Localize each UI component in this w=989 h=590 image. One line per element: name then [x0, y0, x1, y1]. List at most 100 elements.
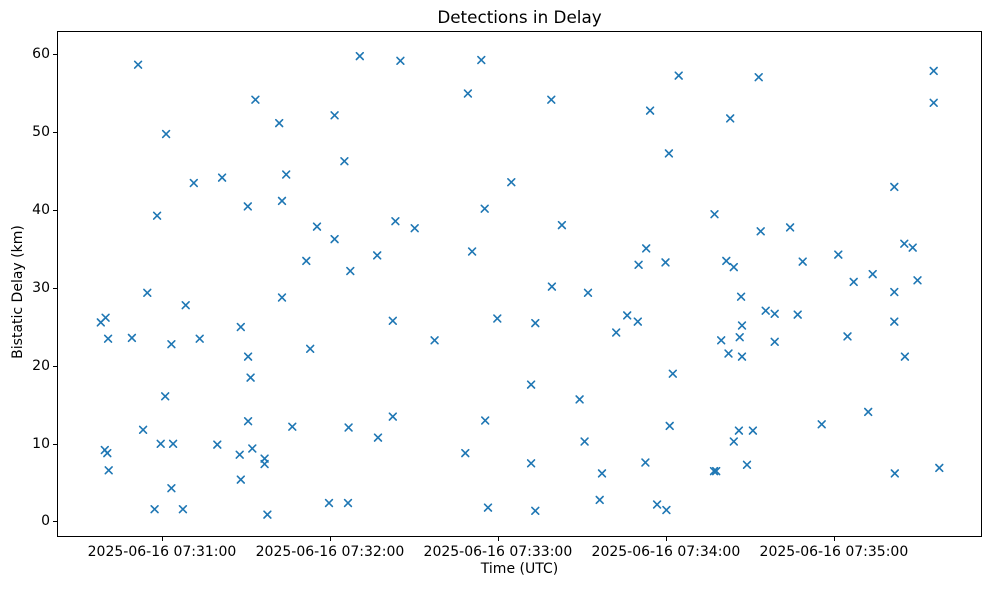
- data-point: [150, 505, 159, 514]
- y-tick-mark: [53, 54, 57, 56]
- data-point: [526, 459, 536, 468]
- data-point: [729, 437, 738, 446]
- data-point: [665, 421, 674, 431]
- data-point: [161, 129, 171, 139]
- data-point: [729, 262, 738, 272]
- data-point: [217, 173, 227, 182]
- data-point: [282, 170, 291, 179]
- x-tick-mark: [833, 537, 835, 541]
- data-point: [388, 412, 397, 421]
- data-point: [168, 439, 178, 448]
- data-point: [388, 316, 397, 325]
- data-point: [373, 251, 382, 260]
- data-point: [595, 495, 604, 505]
- data-point: [483, 503, 493, 512]
- data-point: [633, 317, 642, 326]
- x-tick-label: 2025-06-16 07:33:00: [423, 544, 573, 560]
- data-point: [742, 460, 752, 469]
- data-point: [373, 433, 383, 442]
- data-point: [900, 352, 910, 361]
- y-tick-mark: [53, 521, 57, 523]
- data-point: [410, 224, 419, 233]
- x-tick-label: 2025-06-16 07:34:00: [591, 544, 741, 560]
- data-point: [641, 458, 650, 467]
- data-point: [642, 244, 651, 253]
- data-point: [717, 336, 726, 345]
- data-point: [189, 178, 198, 188]
- x-tick-mark: [497, 537, 499, 541]
- data-point: [652, 500, 662, 509]
- data-point: [167, 340, 176, 349]
- data-point: [908, 243, 917, 252]
- data-point: [127, 333, 137, 343]
- data-point: [288, 422, 297, 431]
- data-point: [277, 196, 287, 206]
- data-point: [430, 336, 439, 345]
- data-point: [480, 204, 489, 213]
- data-point: [133, 60, 143, 69]
- data-point: [248, 444, 257, 453]
- data-point: [724, 349, 733, 358]
- data-point: [96, 318, 105, 327]
- data-point: [235, 450, 244, 459]
- data-point: [391, 217, 400, 226]
- chart-title: Detections in Delay: [437, 7, 602, 27]
- data-point: [864, 407, 873, 417]
- data-point: [674, 71, 683, 80]
- data-point: [104, 466, 113, 475]
- data-point: [330, 234, 339, 244]
- data-point: [547, 95, 556, 104]
- data-point: [161, 392, 170, 401]
- data-point: [785, 223, 795, 232]
- data-point: [900, 239, 909, 248]
- data-point: [507, 178, 516, 187]
- data-point: [246, 373, 255, 382]
- data-point: [340, 157, 349, 166]
- x-tick-mark: [665, 537, 667, 541]
- data-point: [275, 118, 284, 128]
- data-point: [754, 73, 763, 82]
- data-point: [722, 256, 731, 266]
- y-tick-label: 10: [32, 435, 50, 452]
- data-point: [344, 423, 353, 432]
- y-tick-label: 60: [32, 46, 50, 63]
- data-point: [583, 288, 593, 297]
- data-point: [662, 505, 671, 515]
- data-point: [306, 344, 315, 353]
- data-point: [929, 66, 938, 76]
- data-point: [260, 459, 269, 469]
- data-point: [463, 89, 473, 98]
- y-tick-mark: [53, 210, 57, 211]
- data-point: [735, 333, 744, 342]
- data-point: [661, 258, 670, 267]
- y-tick-label: 20: [32, 357, 50, 374]
- data-point: [103, 334, 113, 343]
- data-point: [761, 306, 770, 315]
- data-point: [710, 210, 719, 219]
- x-axis-label: Time (UTC): [480, 561, 559, 577]
- data-point: [277, 293, 287, 302]
- data-point: [243, 417, 253, 426]
- data-point: [929, 98, 938, 107]
- data-point: [770, 309, 779, 318]
- data-point: [712, 466, 721, 476]
- data-point: [623, 311, 632, 320]
- data-point: [935, 463, 944, 473]
- data-point: [143, 288, 152, 297]
- data-point: [849, 277, 858, 287]
- x-tick-mark: [330, 537, 331, 541]
- data-point: [668, 369, 677, 378]
- data-point: [461, 448, 470, 458]
- data-point: [736, 292, 746, 301]
- data-point: [557, 220, 567, 230]
- data-point: [890, 469, 899, 478]
- data-point: [664, 149, 674, 158]
- data-point: [526, 380, 536, 389]
- data-point: [213, 440, 222, 449]
- data-point: [709, 466, 719, 476]
- data-point: [843, 332, 852, 341]
- data-point: [236, 475, 245, 484]
- data-point: [481, 416, 490, 425]
- data-point: [178, 505, 188, 514]
- data-point: [312, 222, 322, 231]
